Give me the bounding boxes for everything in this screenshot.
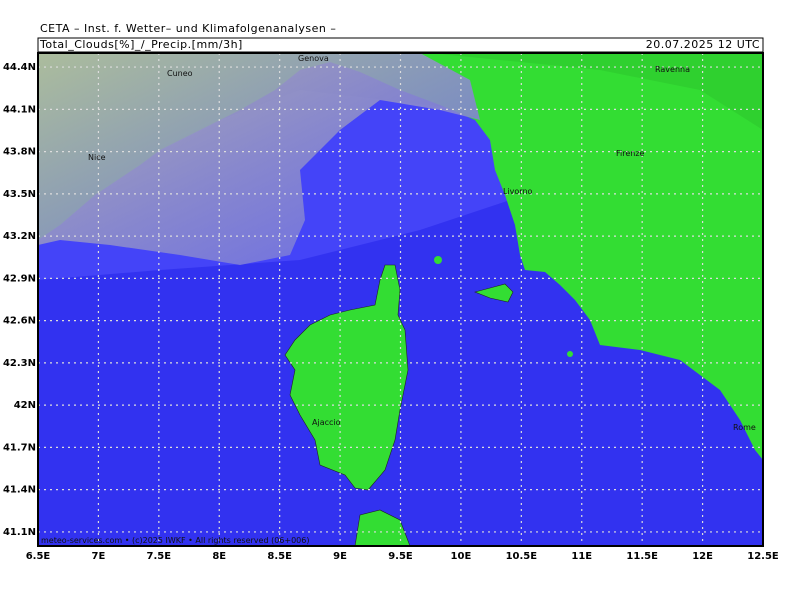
lat-tick-label: 41.7N [3, 442, 36, 453]
lon-tick-label: 10E [451, 551, 472, 562]
lon-tick-label: 7E [92, 551, 106, 562]
city-label: Rome [733, 423, 756, 432]
lon-tick-label: 12.5E [747, 551, 779, 562]
lat-tick-label: 41.1N [3, 527, 36, 538]
mainland [38, 53, 763, 460]
cloud-area [38, 53, 480, 265]
elba [474, 283, 514, 303]
lon-tick-label: 11E [571, 551, 592, 562]
lat-tick-label: 43.5N [3, 189, 36, 200]
valid-time: 20.07.2025 12 UTC [646, 38, 760, 51]
lon-tick-label: 8.5E [267, 551, 292, 562]
lon-tick-label: 9E [333, 551, 347, 562]
lat-tick-label: 43.2N [3, 231, 36, 242]
lat-tick-label: 42.6N [3, 316, 36, 327]
lat-tick-label: 42.9N [3, 273, 36, 284]
lon-tick-label: 6.5E [26, 551, 51, 562]
lon-tick-label: 9.5E [388, 551, 413, 562]
axis-labels: 6.5E 7E 7.5E 8E 8.5E 9E 9.5E 10E 10.5E 11E 11.5E 12… [3, 62, 779, 562]
city-label: Ravenna [655, 65, 690, 74]
lon-tick-label: 7.5E [147, 551, 172, 562]
header-title: CETA – Inst. f. Wetter– und Klimafolgena… [40, 22, 336, 35]
island [567, 351, 573, 357]
lat-tick-label: 42N [14, 400, 36, 411]
credit: meteo-services.com • (c)2025 IWKF • All … [41, 536, 309, 545]
city-label: Ajaccio [312, 418, 341, 427]
city-label: Genova [298, 54, 329, 63]
lon-tick-label: 8E [212, 551, 226, 562]
city-label: Livorno [503, 187, 533, 196]
lat-tick-label: 42.3N [3, 358, 36, 369]
map-area: Genova Cuneo Nice Livorno Firenze Ravenn… [38, 53, 763, 546]
lat-tick-label: 43.8N [3, 147, 36, 158]
city-label: Firenze [616, 149, 645, 158]
city-label: Cuneo [167, 69, 193, 78]
lat-tick-label: 41.4N [3, 485, 36, 496]
product-label: Total_Clouds[%]_/_Precip.[mm/3h] [39, 38, 243, 51]
lon-tick-label: 12E [692, 551, 713, 562]
island [434, 256, 442, 264]
lon-tick-label: 11.5E [626, 551, 658, 562]
lat-tick-label: 44.4N [3, 62, 36, 73]
sardinia [354, 509, 411, 546]
grid [38, 53, 763, 546]
land-shade [430, 53, 763, 130]
city-label: Nice [88, 153, 106, 162]
map-frame [37, 52, 764, 547]
lon-tick-label: 10.5E [506, 551, 538, 562]
lat-tick-label: 44.1N [3, 104, 36, 115]
corsica [284, 264, 409, 491]
